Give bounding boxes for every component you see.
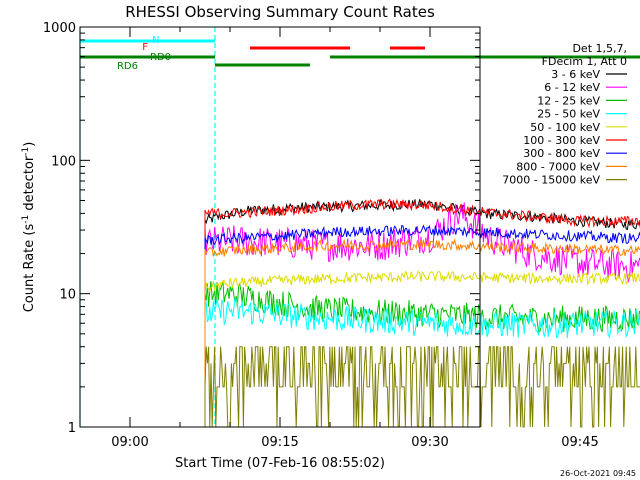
series-line-7	[204, 238, 640, 427]
chart-title: RHESSI Observing Summary Count Rates	[125, 3, 435, 21]
legend-label-6: 300 - 800 keV	[523, 147, 600, 160]
y-axis-label: Count Rate (s-1 detector-1)	[21, 142, 37, 313]
x-axis-label: Start Time (07-Feb-16 08:55:02)	[175, 456, 385, 471]
status-label-f: F	[142, 42, 148, 53]
x-tick-label-2: 09:30	[411, 435, 448, 450]
y-tick-label-3: 1000	[43, 21, 76, 36]
legend-label-4: 50 - 100 keV	[530, 121, 600, 134]
y-axis: 1 10 100 1000	[43, 21, 480, 436]
status-label-n: N	[152, 35, 159, 46]
legend-label-8: 7000 - 15000 keV	[502, 174, 600, 187]
legend-label-7: 800 - 7000 keV	[516, 160, 600, 173]
series-line-8	[204, 346, 640, 428]
series-line-5	[204, 198, 640, 427]
footer-timestamp: 26-Oct-2021 09:45	[560, 469, 636, 478]
series-line-6	[204, 224, 640, 427]
series-line-4	[204, 270, 640, 427]
y-tick-label-1: 10	[59, 288, 76, 303]
y-tick-label-0: 1	[68, 421, 76, 436]
legend-label-2: 12 - 25 keV	[537, 94, 600, 107]
legend-label-5: 100 - 300 keV	[523, 134, 600, 147]
legend-label-1: 6 - 12 keV	[544, 81, 600, 94]
legend-header-1: Det 1,5,7,	[572, 42, 627, 55]
legend-header-2: FDecim 1, Att 0	[542, 55, 627, 68]
status-label-rd6: RD6	[117, 61, 138, 72]
x-tick-label-1: 09:15	[261, 435, 298, 450]
legend-label-3: 25 - 50 keV	[537, 108, 600, 121]
series-line-1	[204, 202, 640, 427]
x-tick-label-0: 09:00	[111, 435, 148, 450]
y-tick-label-2: 100	[51, 154, 76, 169]
legend-label-0: 3 - 6 keV	[551, 68, 600, 81]
series-line-3	[204, 298, 640, 427]
x-tick-label-3: 09:45	[561, 435, 598, 450]
status-label-rd0: RD0	[150, 52, 171, 63]
